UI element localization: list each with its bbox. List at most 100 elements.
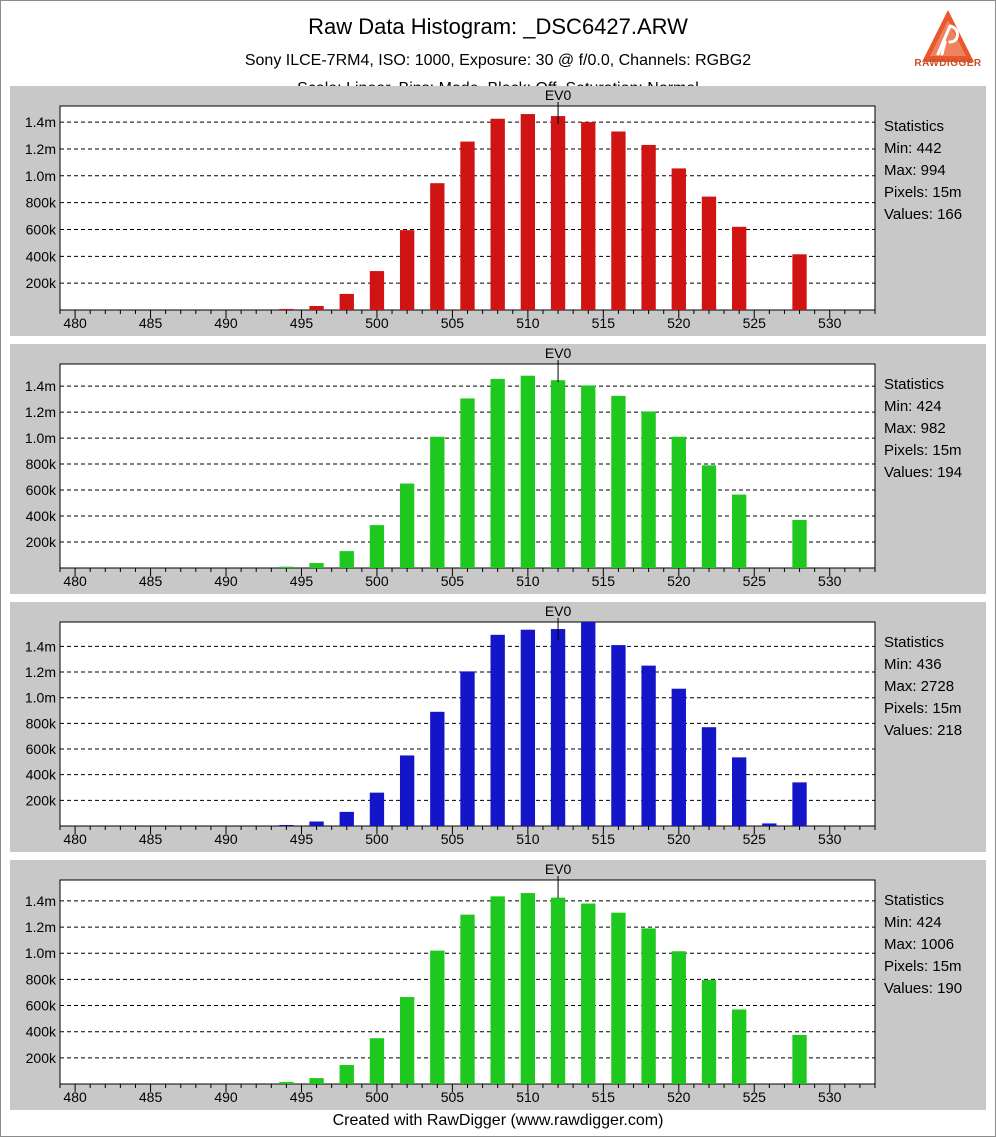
stats-max: Max: 982 xyxy=(884,420,946,437)
x-tick-label: 495 xyxy=(290,573,314,589)
x-tick-label: 525 xyxy=(743,315,767,331)
x-tick-label: 505 xyxy=(441,315,465,331)
y-tick-label: 200k xyxy=(26,1050,57,1066)
stats-min: Min: 436 xyxy=(884,656,942,673)
histogram-bar xyxy=(399,755,415,826)
x-tick-label: 505 xyxy=(441,1089,465,1105)
histogram-chart-g2: 200k 400k 600k 800k 1.0m 1.2m 1.4m 480 485 490 495… xyxy=(25,861,962,1105)
histogram-chart-g: 200k 400k 600k 800k 1.0m 1.2m 1.4m 480 485 490 495… xyxy=(25,345,962,589)
stats-min: Min: 424 xyxy=(884,914,942,931)
histogram-bar xyxy=(460,141,475,310)
histogram-bar xyxy=(369,525,385,568)
histogram-bar xyxy=(731,757,747,826)
x-tick-label: 515 xyxy=(592,315,616,331)
histogram-bar xyxy=(279,566,294,568)
y-tick-label: 1.2m xyxy=(25,919,56,935)
histogram-bar xyxy=(399,483,415,568)
histogram-bar xyxy=(701,196,717,310)
histogram-bar xyxy=(611,645,626,826)
histogram-bar xyxy=(792,782,807,826)
histogram-bar xyxy=(399,997,415,1084)
histogram-bar xyxy=(671,951,686,1084)
stats-heading: Statistics xyxy=(884,118,944,135)
y-tick-label: 1.0m xyxy=(25,430,56,446)
histogram-bar xyxy=(731,494,747,568)
histogram-bar xyxy=(460,914,475,1084)
x-tick-label: 515 xyxy=(592,1089,616,1105)
x-tick-label: 480 xyxy=(63,573,87,589)
histogram-bar xyxy=(339,811,354,826)
y-tick-label: 1.4m xyxy=(25,893,56,909)
x-tick-label: 510 xyxy=(516,315,540,331)
histogram-bar xyxy=(581,903,596,1084)
x-tick-label: 495 xyxy=(290,1089,314,1105)
x-tick-label: 485 xyxy=(139,315,163,331)
stats-pixels: Pixels: 15m xyxy=(884,184,962,201)
histogram-bar xyxy=(792,519,807,568)
chart-subtitle-partial: Scale: Linear, Bins: Mode, Black: Off, S… xyxy=(0,76,996,86)
x-tick-label: 490 xyxy=(214,315,238,331)
x-tick-label: 505 xyxy=(441,573,465,589)
x-tick-label: 480 xyxy=(63,831,87,847)
stats-heading: Statistics xyxy=(884,376,944,393)
histogram-bar xyxy=(581,622,596,826)
histogram-bar xyxy=(581,385,596,568)
histogram-bar xyxy=(430,950,445,1084)
histogram-bar xyxy=(641,411,656,568)
histogram-bar xyxy=(490,634,505,826)
histogram-panel-r: 200k 400k 600k 800k 1.0m 1.2m 1.4m 480 485 490 495… xyxy=(10,86,986,336)
stats-values: Values: 218 xyxy=(884,722,962,739)
stats-max: Max: 2728 xyxy=(884,678,954,695)
histogram-bar xyxy=(671,436,686,568)
ev0-label: EV0 xyxy=(545,87,572,103)
x-tick-label: 530 xyxy=(818,315,842,331)
x-tick-label: 530 xyxy=(818,1089,842,1105)
x-tick-label: 520 xyxy=(667,831,691,847)
x-tick-label: 485 xyxy=(139,1089,163,1105)
histogram-bar xyxy=(611,395,626,568)
x-tick-label: 500 xyxy=(365,315,389,331)
x-tick-label: 510 xyxy=(516,831,540,847)
histogram-panel-g: 200k 400k 600k 800k 1.0m 1.2m 1.4m 480 485 490 495… xyxy=(10,344,986,594)
chart-subtitle: Sony ILCE-7RM4, ISO: 1000, Exposure: 30 … xyxy=(244,52,752,69)
histogram-panel-b: 200k 400k 600k 800k 1.0m 1.2m 1.4m 480 485 490 495… xyxy=(10,602,986,852)
y-tick-label: 600k xyxy=(26,741,57,757)
histogram-bar xyxy=(339,293,354,310)
y-tick-label: 600k xyxy=(26,998,57,1014)
y-tick-label: 1.0m xyxy=(25,945,56,961)
y-tick-label: 1.4m xyxy=(25,378,56,394)
stats-max: Max: 994 xyxy=(884,162,946,179)
y-tick-label: 400k xyxy=(26,767,57,783)
histogram-bar xyxy=(490,118,505,310)
x-tick-label: 485 xyxy=(139,573,163,589)
histogram-bar xyxy=(279,824,294,826)
histogram-bar xyxy=(279,308,294,310)
histogram-chart-b: 200k 400k 600k 800k 1.0m 1.2m 1.4m 480 485 490 495… xyxy=(25,603,962,847)
histogram-bar xyxy=(309,563,324,568)
histogram-bar xyxy=(731,226,747,310)
histogram-bar xyxy=(671,168,686,310)
histogram-bar xyxy=(279,1082,294,1084)
histogram-bar xyxy=(339,1065,354,1084)
x-tick-label: 525 xyxy=(743,1089,767,1105)
histogram-bar xyxy=(520,893,536,1084)
histogram-bar xyxy=(309,305,324,310)
histogram-bar xyxy=(430,436,445,568)
stats-heading: Statistics xyxy=(884,892,944,909)
histogram-bar xyxy=(581,122,596,311)
histogram-bar xyxy=(792,1034,807,1084)
chart-title: Raw Data Histogram: _DSC6427.ARW xyxy=(308,14,688,39)
histogram-bar xyxy=(762,823,777,826)
x-tick-label: 510 xyxy=(516,573,540,589)
histogram-bar xyxy=(399,230,415,310)
y-tick-label: 1.2m xyxy=(25,404,56,420)
histogram-bar xyxy=(550,380,566,568)
x-tick-label: 525 xyxy=(743,831,767,847)
histogram-bar xyxy=(369,271,385,310)
histogram-bar xyxy=(520,114,536,310)
histogram-bar xyxy=(641,928,656,1084)
histogram-bar xyxy=(792,254,807,310)
histogram-bar xyxy=(701,727,717,826)
x-tick-label: 500 xyxy=(365,573,389,589)
stats-values: Values: 190 xyxy=(884,980,962,997)
